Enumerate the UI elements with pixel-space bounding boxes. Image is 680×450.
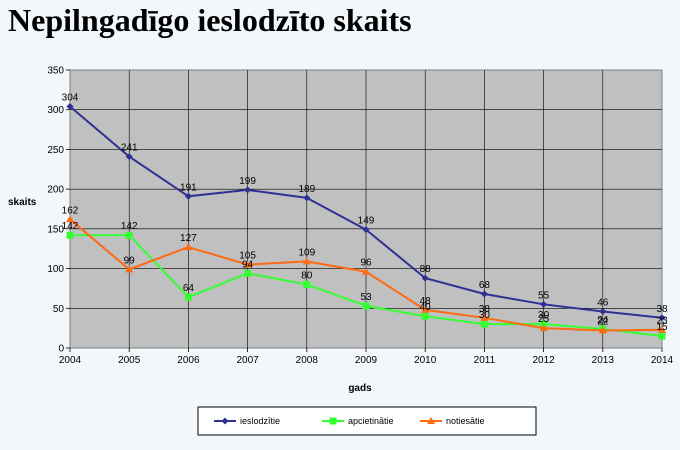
- data-point: [598, 326, 607, 334]
- data-point: [66, 231, 74, 239]
- data-label: 23: [656, 316, 668, 327]
- x-tick-label: 2006: [177, 355, 200, 366]
- data-label: 46: [597, 297, 609, 308]
- data-point: [184, 192, 192, 200]
- data-label: 22: [597, 317, 609, 328]
- data-label: 127: [180, 233, 197, 244]
- legend-label: apcietinātie: [348, 416, 394, 426]
- data-label: 191: [180, 182, 197, 193]
- x-tick-label: 2011: [474, 355, 496, 366]
- data-label: 105: [239, 251, 256, 262]
- series-layer: [66, 103, 666, 340]
- x-tick-label: 2010: [414, 355, 437, 366]
- data-label: 189: [298, 184, 315, 195]
- data-label: 38: [479, 304, 491, 315]
- y-axis-title: skaits: [8, 197, 37, 208]
- data-label: 96: [360, 258, 372, 269]
- data-point: [599, 307, 607, 315]
- data-point: [302, 257, 311, 265]
- y-tick-label: 250: [47, 145, 64, 156]
- data-point: [244, 186, 252, 194]
- data-label: 88: [420, 264, 432, 275]
- y-tick-label: 0: [58, 344, 64, 355]
- data-point: [184, 293, 192, 301]
- data-point: [184, 243, 193, 251]
- y-tick-label: 200: [47, 185, 64, 196]
- data-label: 241: [121, 143, 138, 154]
- x-tick-label: 2013: [592, 355, 615, 366]
- y-tick-label: 150: [47, 224, 64, 235]
- y-axis-ticks: 0 50 100 150 200 250 300 350: [47, 66, 70, 355]
- data-point: [362, 302, 370, 310]
- x-tick-label: 2009: [355, 355, 378, 366]
- data-label: 142: [121, 221, 138, 232]
- x-tick-label: 2014: [651, 355, 674, 366]
- data-label: 40: [420, 302, 432, 313]
- x-tick-label: 2008: [296, 355, 319, 366]
- legend-box: [197, 406, 537, 436]
- data-point: [658, 314, 666, 322]
- data-label: 55: [538, 290, 550, 301]
- legend-marker: [427, 417, 435, 424]
- legend-label: notiesātie: [446, 416, 485, 426]
- data-label: 149: [358, 216, 375, 227]
- data-label: 25: [538, 314, 550, 325]
- legend-label: ieslodzītie: [240, 416, 280, 426]
- data-point: [421, 305, 430, 313]
- x-axis-title: gads: [348, 383, 372, 394]
- x-tick-label: 2012: [532, 355, 555, 366]
- x-tick-label: 2005: [118, 355, 141, 366]
- data-label: 30: [479, 310, 491, 321]
- data-point: [125, 265, 134, 273]
- data-point: [303, 194, 311, 202]
- data-point: [66, 103, 74, 111]
- data-label: 15: [656, 322, 668, 333]
- x-tick-label: 2007: [236, 355, 259, 366]
- data-point: [658, 325, 666, 333]
- data-label: 142: [62, 221, 79, 232]
- data-point: [540, 300, 548, 308]
- data-label: 162: [62, 205, 79, 216]
- x-axis-ticks: 2004 2005 2006 2007 2008 2009 2010 2011 2012 2013…: [59, 348, 674, 366]
- legend-marker: [221, 417, 229, 425]
- data-label: 38: [656, 304, 668, 315]
- x-tick-label: 2004: [59, 355, 82, 366]
- data-point: [480, 320, 488, 328]
- data-point: [125, 153, 133, 161]
- data-label: 109: [298, 247, 315, 258]
- y-tick-label: 300: [47, 105, 64, 116]
- y-tick-label: 50: [53, 304, 65, 315]
- data-label: 24: [597, 315, 609, 326]
- data-point: [244, 269, 252, 277]
- data-label: 80: [301, 270, 313, 281]
- data-point: [362, 267, 370, 275]
- data-point: [539, 324, 548, 332]
- legend: ieslodzītie apcietinātie notiesātie: [197, 406, 537, 436]
- data-point: [421, 274, 429, 282]
- data-label: 30: [538, 310, 550, 321]
- data-label: 64: [183, 283, 195, 294]
- data-point: [658, 332, 666, 340]
- page-title: Nepilngadīgo ieslodzīto skaits: [8, 2, 412, 38]
- y-tick-label: 350: [47, 66, 64, 77]
- data-point: [66, 215, 74, 223]
- data-point: [480, 290, 488, 298]
- data-point: [303, 280, 311, 288]
- data-label: 94: [242, 259, 254, 270]
- data-label: 99: [124, 255, 136, 266]
- data-point: [362, 226, 370, 234]
- data-point: [125, 231, 133, 239]
- data-point: [243, 260, 252, 268]
- data-label: 304: [62, 93, 79, 104]
- data-label: 53: [360, 292, 372, 303]
- data-label: 48: [420, 296, 432, 307]
- legend-marker: [329, 417, 337, 425]
- y-tick-label: 100: [47, 264, 64, 275]
- data-labels: 304 241 191 199 189 149 88 68 55 46 38 142 142 64 94 80…: [62, 93, 668, 334]
- data-point: [480, 313, 489, 321]
- data-label: 199: [239, 176, 256, 187]
- data-label: 68: [479, 280, 491, 291]
- data-point: [421, 312, 429, 320]
